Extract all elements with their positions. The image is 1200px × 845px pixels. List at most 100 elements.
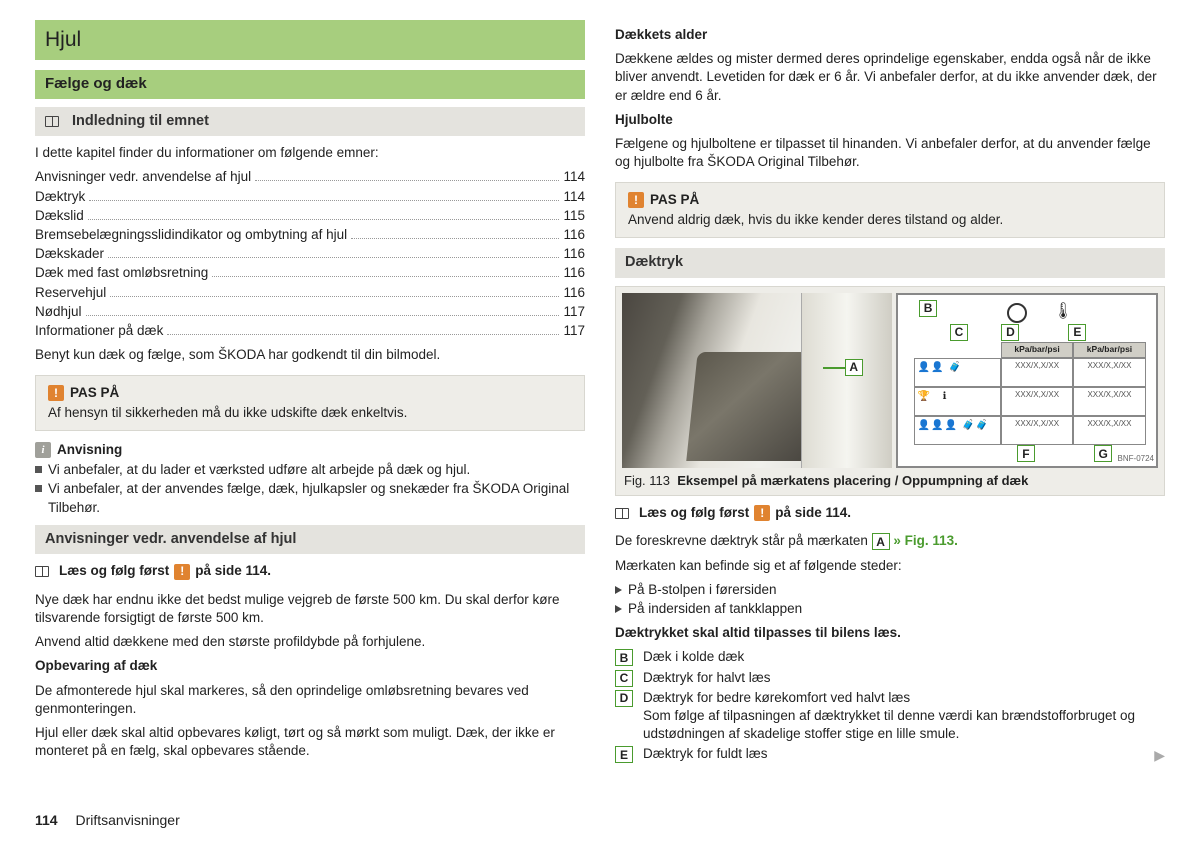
note-title: Anvisning: [57, 441, 122, 459]
car-door-graphic: [801, 293, 893, 468]
diag-header-2: kPa/bar/psi: [1073, 342, 1145, 357]
warning-title: PAS PÅ: [70, 384, 119, 402]
toc-label: Bremsebelægningsslidindikator og ombytni…: [35, 226, 347, 244]
toc-label: Dæk med fast omløbsretning: [35, 264, 208, 282]
pressure-heading: Dæktryk: [625, 253, 683, 273]
toc-row: Nødhjul117: [35, 303, 585, 321]
toc-page: 114: [563, 168, 585, 186]
label-b: B: [615, 649, 633, 666]
label-c: C: [615, 670, 633, 687]
figure-caption-text: Eksempel på mærkatens placering / Oppump…: [677, 473, 1028, 488]
paragraph: Hjul eller dæk skal altid opbevares køli…: [35, 724, 585, 760]
figure-caption: Fig. 113 Eksempel på mærkatens placering…: [622, 468, 1158, 490]
diag-cell: XXX/X,X/XX: [1073, 416, 1145, 445]
toc-row: Informationer på dæk117: [35, 322, 585, 340]
label-d: D: [615, 690, 633, 707]
diag-cell: XXX/X,X/XX: [1073, 387, 1145, 416]
label-a: A: [845, 359, 863, 376]
pressure-heading-bar: Dæktryk: [615, 248, 1165, 278]
toc-row: Anvisninger vedr. anvendelse af hjul 114: [35, 168, 585, 186]
page-content: Hjul Fælge og dæk Indledning til emnet I…: [35, 20, 1165, 766]
warning-box-2: ! PAS PÅ Anvend aldrig dæk, hvis du ikke…: [615, 182, 1165, 238]
prescribed-pre: De foreskrevne dæktryk står på mærkaten: [615, 533, 868, 548]
figure-ref: BNF-0724: [1118, 454, 1154, 465]
read-first-pre: Læs og følg først: [59, 562, 169, 580]
definition-row: C Dæktryk for halvt læs: [615, 669, 1165, 687]
figure-number: Fig. 113: [624, 473, 670, 488]
definition-text: Dæktryk for bedre kørekomfort ved halvt …: [643, 689, 1165, 744]
paragraph: Fælgene og hjulboltene er tilpasset til …: [615, 135, 1165, 171]
continuation-icon: ▶: [1154, 746, 1165, 765]
toc-row: Bremsebelægningsslidindikator og ombytni…: [35, 226, 585, 244]
figure-link: » Fig. 113.: [893, 533, 958, 548]
warning-icon: !: [174, 564, 190, 580]
warning-body: Anvend aldrig dæk, hvis du ikke kender d…: [628, 211, 1152, 229]
warning-icon: !: [754, 505, 770, 521]
warning-title-row: ! PAS PÅ: [628, 191, 1152, 209]
toc-label: Reservehjul: [35, 284, 106, 302]
main-title: Hjul: [35, 20, 585, 60]
toc-row: Reservehjul 116: [35, 284, 585, 302]
read-first-pre: Læs og følg først: [639, 504, 749, 522]
intro-heading-bar: Indledning til emnet: [35, 107, 585, 137]
label-a-inline: A: [872, 533, 890, 550]
thermometer-icon: 🌡: [1053, 301, 1073, 323]
list-text: På B-stolpen i førersiden: [628, 581, 777, 599]
diag-cell: XXX/X,X/XX: [1001, 358, 1073, 387]
toc-page: 116: [563, 245, 585, 263]
triangle-icon: [615, 605, 622, 613]
paragraph: Anvend altid dækkene med den største pro…: [35, 633, 585, 651]
list-item: Vi anbefaler, at du lader et værksted ud…: [35, 461, 585, 479]
load-icon-row: 🏆 ℹ: [914, 387, 1001, 416]
definition-row: D Dæktryk for bedre kørekomfort ved halv…: [615, 689, 1165, 744]
info-icon: i: [35, 442, 51, 458]
storage-heading: Opbevaring af dæk: [35, 657, 585, 675]
after-toc-text: Benyt kun dæk og fælge, som ŠKODA har go…: [35, 346, 585, 364]
bullet-icon: [35, 466, 42, 473]
footer-section: Driftsanvisninger: [75, 812, 179, 828]
list-text: Vi anbefaler, at du lader et værksted ud…: [48, 461, 470, 479]
diagram-table: kPa/bar/psi kPa/bar/psi 👤👤 🧳 XXX/X,X/XX …: [914, 342, 1146, 445]
page-footer: 114 Driftsanvisninger: [35, 811, 180, 830]
toc-label: Dækskader: [35, 245, 104, 263]
definition-text: Dæktryk for halvt læs: [643, 669, 771, 687]
intro-text: I dette kapitel finder du informationer …: [35, 144, 585, 162]
list-item: Vi anbefaler, at der anvendes fælge, dæk…: [35, 480, 585, 516]
paragraph: De afmonterede hjul skal markeres, så de…: [35, 682, 585, 718]
diag-header-1: kPa/bar/psi: [1001, 342, 1073, 357]
page-number: 114: [35, 812, 58, 828]
toc-page: 114: [563, 188, 585, 206]
list-text: Vi anbefaler, at der anvendes fælge, dæk…: [48, 480, 585, 516]
toc-row: Dækskader 116: [35, 245, 585, 263]
definition-row: B Dæk i kolde dæk: [615, 648, 1165, 666]
label-g: G: [1094, 445, 1112, 462]
list-text: På indersiden af tankklappen: [628, 600, 802, 618]
note-title-row: i Anvisning: [35, 441, 585, 459]
label-f: F: [1017, 445, 1035, 462]
toc-page: 116: [563, 284, 585, 302]
paragraph: Dækkene ældes og mister dermed deres opr…: [615, 50, 1165, 105]
book-icon: [35, 566, 49, 577]
figure-box: A 🌡 B C D E F G kPa/bar/psi kPa/bar/psi: [615, 286, 1165, 497]
age-heading: Dækkets alder: [615, 26, 1165, 44]
warning-title: PAS PÅ: [650, 191, 699, 209]
toc-page: 116: [563, 226, 585, 244]
sub-title: Fælge og dæk: [35, 70, 585, 98]
load-icon-row: 👤👤 🧳: [914, 358, 1001, 387]
paragraph: Nye dæk har endnu ikke det bedst mulige …: [35, 591, 585, 627]
toc-label: Anvisninger vedr. anvendelse af hjul: [35, 168, 251, 186]
section2-heading: Anvisninger vedr. anvendelse af hjul: [45, 530, 296, 550]
toc-row: Dækslid115: [35, 207, 585, 225]
toc-list: Anvisninger vedr. anvendelse af hjul114D…: [35, 168, 585, 340]
book-icon: [615, 508, 629, 519]
diag-cell: XXX/X,X/XX: [1001, 387, 1073, 416]
section2-heading-bar: Anvisninger vedr. anvendelse af hjul: [35, 525, 585, 555]
marker-a: A: [823, 359, 863, 376]
location-list: På B-stolpen i førersidenPå indersiden a…: [615, 581, 1165, 618]
toc-page: 117: [563, 303, 585, 321]
left-column: Hjul Fælge og dæk Indledning til emnet I…: [35, 20, 585, 766]
read-first-post: på side 114.: [775, 504, 851, 522]
warning-icon: !: [48, 385, 64, 401]
toc-page: 116: [563, 264, 585, 282]
list-item: På indersiden af tankklappen: [615, 600, 1165, 618]
